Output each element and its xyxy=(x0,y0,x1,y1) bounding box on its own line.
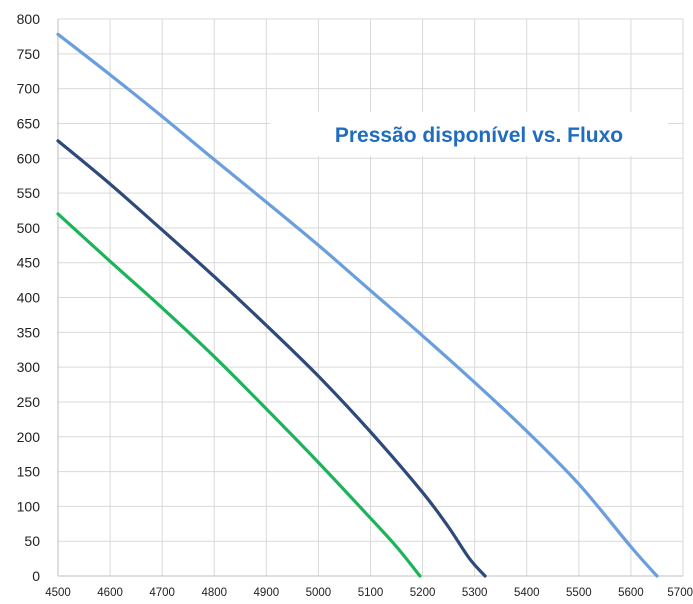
x-axis-tick-labels: 4500 4600 4700 4800 4900 5000 5100 5200 5300 5400… xyxy=(45,587,693,599)
x-tick-label: 5100 xyxy=(358,587,384,599)
x-tick-label: 4900 xyxy=(254,587,280,599)
series-line-1 xyxy=(56,32,659,578)
y-tick-label: 100 xyxy=(17,498,41,514)
chart-title-background xyxy=(270,112,668,156)
y-tick-label: 50 xyxy=(24,533,40,549)
y-tick-label: 450 xyxy=(17,255,41,271)
x-tick-label: 5500 xyxy=(566,587,592,599)
y-tick-label: 300 xyxy=(17,359,41,375)
series-line-2 xyxy=(56,139,487,578)
y-tick-label: 0 xyxy=(32,568,40,584)
y-tick-label: 150 xyxy=(17,464,41,480)
y-tick-label: 700 xyxy=(17,81,41,97)
x-tick-label: 4700 xyxy=(149,587,175,599)
x-tick-label: 5600 xyxy=(618,587,644,599)
y-axis-tick-labels: 0 50 100 150 200 250 300 350 400 450 500 550 600 650 7… xyxy=(17,11,41,584)
x-tick-label: 5000 xyxy=(306,587,332,599)
y-tick-label: 500 xyxy=(17,220,41,236)
y-tick-label: 400 xyxy=(17,290,41,306)
y-tick-label: 800 xyxy=(17,11,41,27)
y-tick-label: 550 xyxy=(17,185,41,201)
x-tick-label: 5400 xyxy=(514,587,540,599)
axes xyxy=(57,19,683,577)
y-tick-label: 200 xyxy=(17,429,41,445)
y-tick-label: 350 xyxy=(17,324,41,340)
chart-title: Pressão disponível vs. Fluxo xyxy=(335,124,623,147)
x-tick-label: 4500 xyxy=(45,587,71,599)
y-tick-label: 250 xyxy=(17,394,41,410)
y-tick-label: 600 xyxy=(17,150,41,166)
x-tick-label: 5300 xyxy=(462,587,488,599)
y-tick-label: 650 xyxy=(17,115,41,131)
series-line-3 xyxy=(56,212,422,578)
x-tick-label: 5700 xyxy=(667,587,693,599)
x-tick-label: 4800 xyxy=(201,587,227,599)
x-tick-label: 4600 xyxy=(97,587,123,599)
y-tick-label: 750 xyxy=(17,46,41,62)
x-tick-label: 5200 xyxy=(410,587,436,599)
series-lines xyxy=(56,32,659,578)
